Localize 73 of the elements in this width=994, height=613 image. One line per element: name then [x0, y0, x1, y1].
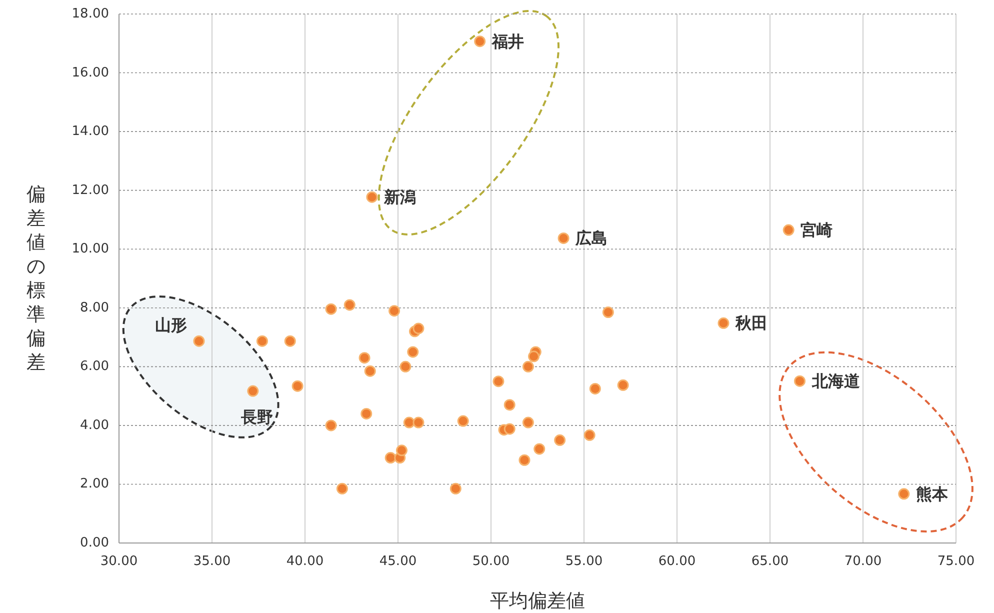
point — [474, 36, 486, 48]
point — [396, 444, 408, 456]
x-tick-label: 45.00 — [379, 554, 417, 569]
y-tick-label: 8.00 — [80, 300, 109, 316]
point — [284, 335, 296, 347]
point — [794, 375, 806, 387]
point — [384, 452, 396, 464]
annotation: 熊本 — [916, 484, 949, 504]
y-tick-label: 16.00 — [72, 65, 109, 80]
y-tick-label: 14.00 — [72, 124, 109, 140]
y-tick-label: 2.00 — [80, 476, 109, 492]
point — [364, 365, 376, 377]
annotation: 山形 — [154, 316, 187, 335]
x-tick-label: 75.00 — [937, 554, 975, 569]
point — [558, 232, 570, 244]
point — [403, 416, 415, 428]
point — [412, 322, 424, 334]
point — [584, 429, 596, 441]
point — [898, 488, 910, 500]
point — [344, 299, 356, 311]
y-tick-label: 10.00 — [72, 242, 109, 257]
point — [336, 482, 348, 494]
point — [518, 454, 530, 466]
point — [247, 385, 259, 397]
y-axis-title: 偏差値の標準偏差 — [26, 184, 46, 374]
point — [504, 423, 516, 435]
point — [366, 191, 378, 203]
point — [522, 416, 534, 428]
annotation: 新潟 — [382, 188, 416, 207]
annotation: 広島 — [574, 228, 608, 248]
point — [400, 360, 412, 372]
point — [554, 434, 566, 446]
y-tick-label: 18.00 — [72, 6, 109, 22]
point — [292, 380, 304, 392]
x-tick-label: 30.00 — [100, 554, 138, 569]
point — [602, 306, 614, 318]
point — [528, 350, 540, 362]
x-tick-label: 60.00 — [658, 554, 696, 569]
point — [718, 317, 730, 329]
point — [325, 420, 337, 432]
x-tick-label: 35.00 — [193, 554, 231, 569]
annotation: 宮崎 — [800, 220, 833, 240]
point — [589, 382, 601, 394]
point — [193, 335, 205, 347]
y-tick-label: 0.00 — [80, 536, 109, 550]
point — [492, 376, 504, 388]
x-tick-label: 65.00 — [751, 554, 789, 569]
point — [325, 303, 337, 315]
point — [256, 335, 268, 347]
x-tick-label: 50.00 — [472, 554, 510, 569]
x-tick-label: 70.00 — [844, 554, 882, 569]
point — [534, 443, 546, 455]
point — [407, 346, 419, 358]
y-tick-label: 4.00 — [80, 418, 109, 433]
y-tick-label: 12.00 — [72, 182, 109, 198]
point — [358, 352, 370, 364]
point — [412, 416, 424, 428]
point — [782, 224, 794, 236]
point — [457, 415, 469, 427]
x-axis-title: 平均偏差値 — [490, 590, 585, 612]
point — [617, 379, 629, 391]
annotation: 福井 — [490, 32, 524, 51]
point — [360, 408, 372, 420]
y-tick-label: 6.00 — [80, 359, 109, 374]
point — [388, 305, 400, 317]
annotation: 北海道 — [810, 372, 861, 391]
x-tick-label: 40.00 — [286, 554, 324, 569]
annotation: 秋田 — [734, 314, 768, 333]
point — [522, 360, 534, 372]
annotation: 長野 — [240, 408, 273, 427]
point — [504, 399, 516, 411]
point — [450, 482, 462, 494]
x-tick-label: 55.00 — [565, 554, 603, 569]
